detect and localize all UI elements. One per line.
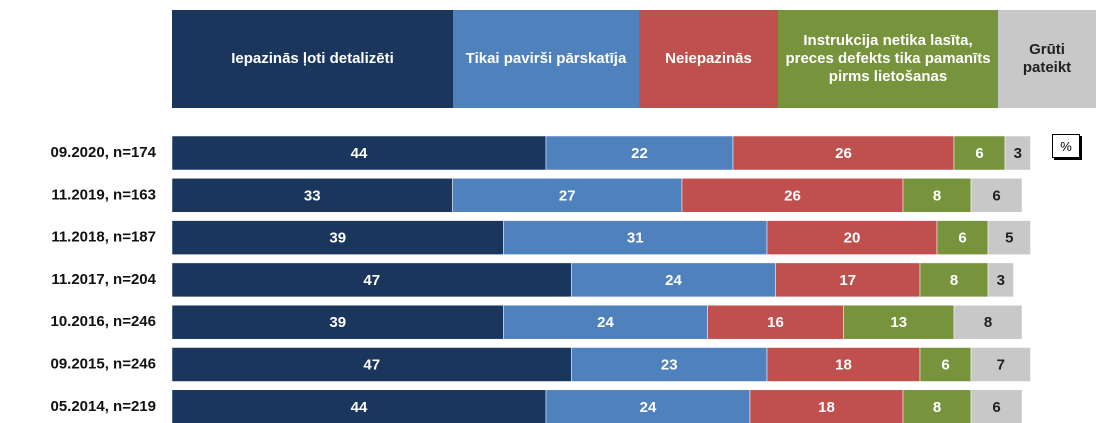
bar-segment <box>987 220 1031 255</box>
bar-segment <box>545 135 734 171</box>
bar-segment <box>749 389 904 423</box>
category-label: 09.2020, n=174 <box>50 144 156 161</box>
value-label: 24 <box>597 314 614 331</box>
value-label: 22 <box>631 145 648 162</box>
value-label: 16 <box>767 314 784 331</box>
bar-segment <box>171 262 572 298</box>
value-label: 8 <box>933 399 941 416</box>
bar-segment <box>775 262 921 298</box>
bar-segment <box>936 220 989 255</box>
value-label: 3 <box>1014 145 1022 162</box>
value-label: 8 <box>984 314 992 331</box>
value-label: 44 <box>351 399 368 416</box>
value-label: 24 <box>665 272 682 289</box>
bar-segment <box>970 389 1023 423</box>
value-label: 24 <box>640 399 657 416</box>
value-label: 26 <box>835 145 852 162</box>
legend-entry: Instrukcija netika lasīta, preces defekt… <box>778 10 998 108</box>
bar-segment <box>766 220 938 255</box>
legend-entry: Neiepazinās <box>639 10 778 108</box>
bar-segment <box>987 262 1014 298</box>
value-label: 47 <box>363 272 380 289</box>
bar-segment <box>503 304 708 340</box>
bar-segment <box>503 220 768 255</box>
category-label: 05.2014, n=219 <box>50 398 156 415</box>
bar-segment <box>970 178 1023 213</box>
category-label: 11.2019, n=163 <box>51 186 156 203</box>
bar-segment <box>902 178 972 213</box>
legend: Iepazinās ļoti detalizēti Tikai pavirši p… <box>172 10 1096 108</box>
value-label: 31 <box>627 230 644 247</box>
value-label: 6 <box>992 187 1000 204</box>
legend-entry: Iepazinās ļoti detalizēti <box>172 10 453 108</box>
value-label: 3 <box>997 272 1005 289</box>
value-label: 8 <box>933 187 941 204</box>
bar-segment <box>970 347 1031 382</box>
value-label: 5 <box>1005 230 1013 247</box>
value-label: 6 <box>958 230 966 247</box>
bar-segment <box>571 262 776 298</box>
unit-label: % <box>1052 134 1080 158</box>
value-label: 6 <box>992 399 1000 416</box>
value-label: 8 <box>950 272 958 289</box>
bar-segment <box>171 220 504 255</box>
category-label: 10.2016, n=246 <box>50 313 156 330</box>
value-label: 27 <box>559 187 576 204</box>
value-label: 39 <box>329 314 346 331</box>
category-label: 11.2017, n=204 <box>51 271 156 288</box>
bar-segment <box>919 262 989 298</box>
legend-entry: Tikai pavirši pārskatīja <box>453 10 639 108</box>
bar-segment <box>545 389 751 423</box>
value-label: 6 <box>975 145 983 162</box>
bar-segment <box>681 178 904 213</box>
value-label: 18 <box>835 356 852 373</box>
value-label: 23 <box>661 356 678 373</box>
bar-segment <box>171 347 572 382</box>
bar-segment <box>732 135 955 171</box>
bar-segment <box>171 178 453 213</box>
value-label: 6 <box>941 356 949 373</box>
bar-segment <box>766 347 921 382</box>
bar-segment <box>171 389 547 423</box>
category-label: 09.2015, n=246 <box>50 355 156 372</box>
value-label: 44 <box>351 145 368 162</box>
value-label: 13 <box>890 314 907 331</box>
value-label: 7 <box>997 356 1005 373</box>
value-label: 20 <box>844 230 861 247</box>
bar-segment <box>1004 135 1031 171</box>
bar-segment <box>171 135 547 171</box>
bar-segment <box>902 389 972 423</box>
bar-segment <box>707 304 844 340</box>
bar-segment <box>171 304 504 340</box>
bar-segment <box>953 304 1023 340</box>
legend-entry: Grūti pateikt <box>998 10 1096 108</box>
value-label: 39 <box>329 230 346 247</box>
category-label: 11.2018, n=187 <box>51 229 156 246</box>
value-label: 17 <box>839 272 856 289</box>
value-label: 26 <box>784 187 801 204</box>
bar-segment <box>919 347 972 382</box>
bar-segment <box>571 347 768 382</box>
value-label: 33 <box>304 187 321 204</box>
value-label: 18 <box>818 399 835 416</box>
bar-segment <box>452 178 683 213</box>
value-label: 47 <box>363 356 380 373</box>
